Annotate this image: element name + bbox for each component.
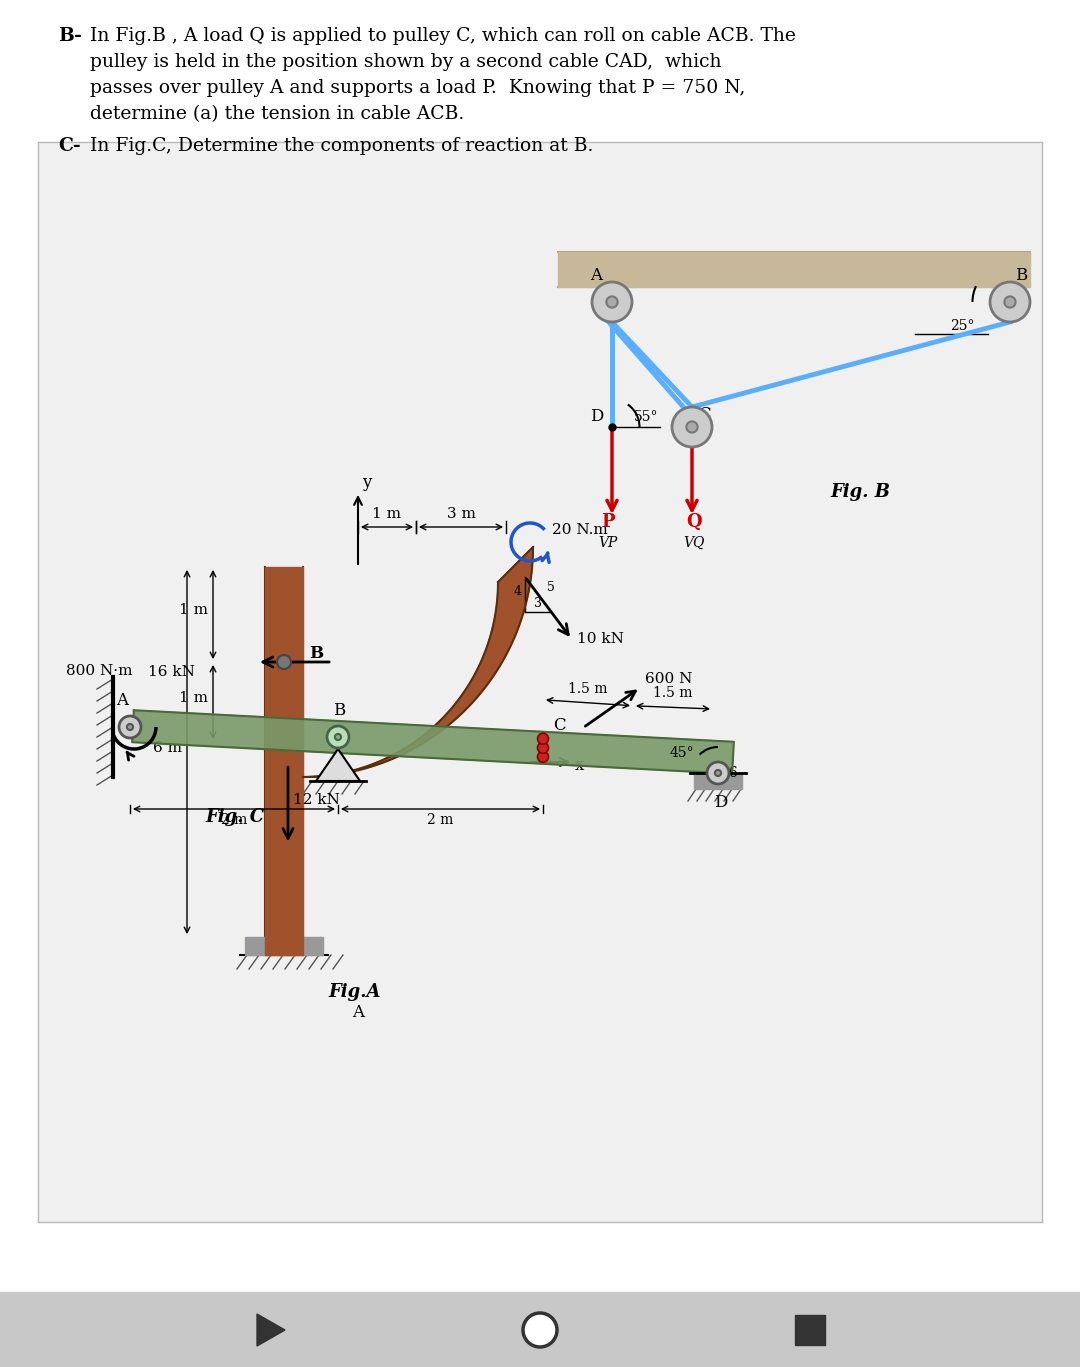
Circle shape bbox=[990, 282, 1030, 323]
Text: In Fig.C, Determine the components of reaction at B.: In Fig.C, Determine the components of re… bbox=[90, 137, 593, 154]
Text: y: y bbox=[362, 474, 372, 491]
Polygon shape bbox=[303, 547, 534, 776]
Circle shape bbox=[327, 726, 349, 748]
Circle shape bbox=[538, 733, 549, 744]
Polygon shape bbox=[132, 711, 733, 774]
Circle shape bbox=[672, 407, 712, 447]
Text: 20 N.m: 20 N.m bbox=[552, 524, 608, 537]
Circle shape bbox=[707, 761, 729, 785]
Text: 1.5 m: 1.5 m bbox=[568, 682, 608, 696]
Text: C: C bbox=[698, 406, 711, 422]
Text: 600 N: 600 N bbox=[646, 671, 692, 686]
Text: 16 kN: 16 kN bbox=[148, 664, 195, 679]
Text: 12 kN: 12 kN bbox=[293, 793, 340, 808]
Text: 4: 4 bbox=[514, 585, 522, 597]
Text: 2 m: 2 m bbox=[428, 813, 454, 827]
Text: 45°: 45° bbox=[670, 746, 694, 760]
Text: B: B bbox=[309, 645, 323, 662]
Text: passes over pulley A and supports a load P.  Knowing that P = 750 N,: passes over pulley A and supports a load… bbox=[90, 79, 745, 97]
Circle shape bbox=[1004, 297, 1015, 308]
Polygon shape bbox=[257, 1314, 285, 1346]
Text: 1.5 m: 1.5 m bbox=[653, 686, 692, 700]
Text: 800 N·m: 800 N·m bbox=[66, 664, 132, 678]
Text: B-: B- bbox=[58, 27, 82, 45]
Circle shape bbox=[523, 1312, 557, 1346]
Bar bbox=[0, 1292, 1080, 1367]
Text: A: A bbox=[116, 692, 129, 709]
Text: 1 m: 1 m bbox=[179, 603, 208, 618]
Text: C: C bbox=[553, 716, 566, 734]
Text: VQ: VQ bbox=[684, 536, 704, 550]
Text: determine (a) the tension in cable ACB.: determine (a) the tension in cable ACB. bbox=[90, 105, 464, 123]
Circle shape bbox=[335, 734, 341, 740]
Bar bbox=[694, 772, 742, 789]
Text: A: A bbox=[590, 267, 602, 284]
Text: D: D bbox=[590, 407, 604, 425]
Text: Fig. B: Fig. B bbox=[831, 483, 890, 500]
Text: In Fig.B , A load Q is applied to pulley C, which can roll on cable ACB. The: In Fig.B , A load Q is applied to pulley… bbox=[90, 27, 796, 45]
Text: Fig. C: Fig. C bbox=[205, 808, 265, 826]
Text: B: B bbox=[1015, 267, 1027, 284]
Circle shape bbox=[687, 421, 698, 432]
Polygon shape bbox=[316, 749, 360, 781]
Text: 3: 3 bbox=[534, 597, 542, 610]
Circle shape bbox=[715, 770, 721, 776]
Text: x: x bbox=[575, 757, 584, 774]
Text: C-: C- bbox=[58, 137, 81, 154]
Circle shape bbox=[538, 752, 549, 763]
Bar bbox=[558, 252, 1030, 287]
Text: 6 m: 6 m bbox=[153, 741, 183, 755]
Text: 2 m: 2 m bbox=[220, 813, 247, 827]
Bar bbox=[265, 567, 303, 956]
Text: P: P bbox=[602, 513, 615, 530]
Text: 5: 5 bbox=[546, 581, 555, 595]
Text: 10 kN: 10 kN bbox=[577, 633, 623, 647]
Text: 55°: 55° bbox=[634, 410, 659, 424]
Circle shape bbox=[127, 725, 133, 730]
Circle shape bbox=[119, 716, 141, 738]
Text: 3 m: 3 m bbox=[446, 507, 475, 521]
Text: 1 m: 1 m bbox=[373, 507, 402, 521]
Text: A: A bbox=[352, 1003, 364, 1021]
Text: pulley is held in the position shown by a second cable CAD,  which: pulley is held in the position shown by … bbox=[90, 53, 721, 71]
Bar bbox=[38, 142, 1042, 1222]
Circle shape bbox=[592, 282, 632, 323]
Text: Fig.A: Fig.A bbox=[328, 983, 381, 1001]
Text: 1 m: 1 m bbox=[179, 690, 208, 705]
Text: 25°: 25° bbox=[950, 319, 974, 334]
Bar bbox=[795, 1315, 825, 1345]
Circle shape bbox=[538, 742, 549, 753]
Text: VP: VP bbox=[598, 536, 618, 550]
Text: Q: Q bbox=[686, 513, 702, 530]
Circle shape bbox=[276, 655, 291, 668]
Text: 6: 6 bbox=[728, 766, 737, 781]
Text: D: D bbox=[714, 794, 727, 811]
Circle shape bbox=[606, 297, 618, 308]
Bar bbox=[245, 936, 323, 956]
Text: B: B bbox=[333, 703, 346, 719]
